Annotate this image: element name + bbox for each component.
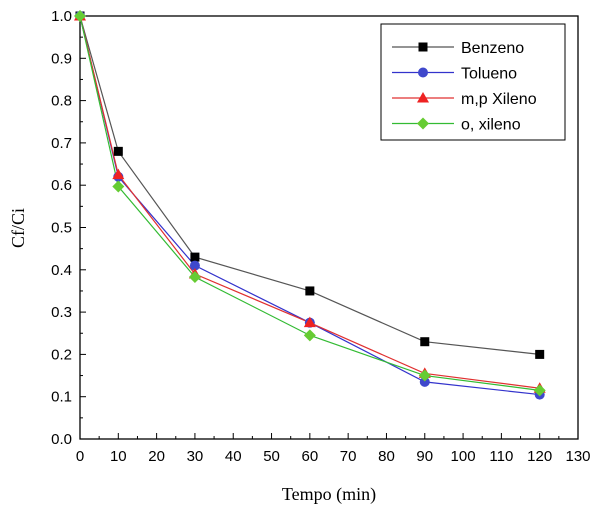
y-axis: 0.0 0.1 0.2 0.3 0.4 0.5 0.6 0.7 0.8 0.9 1.0 xyxy=(51,8,86,448)
x-tick-label: 20 xyxy=(148,448,165,465)
data-point-tolueno xyxy=(189,260,200,271)
x-tick-label: 110 xyxy=(489,448,513,465)
legend-marker-tolueno xyxy=(418,67,428,78)
y-tick-label: 0.8 xyxy=(51,93,72,110)
legend-label-o-xileno: o, xileno xyxy=(461,117,521,134)
series-lines xyxy=(79,15,540,396)
x-tick-label: 30 xyxy=(187,448,204,465)
y-tick-label: 0.6 xyxy=(51,177,72,194)
series-line-o-xileno xyxy=(79,15,540,391)
data-point-o-xileno xyxy=(112,180,125,193)
y-tick-label: 0.9 xyxy=(51,50,72,67)
legend-box xyxy=(380,23,566,141)
data-point-m-p-xileno xyxy=(303,316,316,328)
y-tick-label: 0.4 xyxy=(51,262,72,279)
data-point-benzeno xyxy=(113,146,123,156)
legend-label-benzeno: Benzeno xyxy=(461,40,524,57)
x-tick-label: 130 xyxy=(565,448,590,465)
y-tick-label: 0.2 xyxy=(51,346,72,363)
series-line-benzeno xyxy=(79,15,540,355)
y-tick-label: 0.7 xyxy=(51,135,72,152)
data-point-benzeno xyxy=(305,286,315,296)
x-tick-label: 120 xyxy=(527,448,552,465)
y-tick-label: 1.0 xyxy=(51,8,72,25)
y-tick-label: 0.0 xyxy=(51,431,72,448)
series-markers xyxy=(74,10,546,400)
legend-marker-o-xileno xyxy=(417,117,429,130)
data-point-benzeno xyxy=(535,349,545,359)
y-tick-label: 0.1 xyxy=(51,389,72,406)
data-point-o-xileno xyxy=(303,329,316,342)
x-tick-label: 90 xyxy=(416,448,433,465)
data-point-o-xileno xyxy=(74,10,86,22)
data-point-benzeno xyxy=(420,337,430,347)
y-tick-label: 0.5 xyxy=(51,220,72,237)
data-point-tolueno xyxy=(419,376,430,387)
data-point-m-p-xileno xyxy=(112,168,125,180)
y-tick-label: 0.3 xyxy=(51,304,72,321)
data-point-benzeno xyxy=(190,252,200,262)
x-tick-label: 10 xyxy=(110,448,127,465)
x-tick-label: 50 xyxy=(263,448,280,465)
legend: Benzeno Tolueno m,p Xileno o, xileno xyxy=(380,23,566,141)
x-tick-label: 70 xyxy=(340,448,357,465)
x-tick-label: 40 xyxy=(225,448,242,465)
data-point-o-xileno xyxy=(533,384,546,397)
x-axis: 0 10 20 30 40 50 60 70 80 90 100 110 120 130 xyxy=(76,433,591,465)
series-markers-o-xileno xyxy=(74,10,546,397)
legend-label-m-p-xileno: m,p Xileno xyxy=(461,91,537,108)
legend-label-tolueno: Tolueno xyxy=(461,66,517,83)
y-axis-title: Cf/Ci xyxy=(8,208,28,248)
x-axis-title: Tempo (min) xyxy=(282,484,376,505)
x-tick-label: 80 xyxy=(378,448,395,465)
data-point-o-xileno xyxy=(418,369,431,382)
x-tick-label: 100 xyxy=(451,448,476,465)
series-line-m-p-xileno xyxy=(79,15,540,389)
x-tick-label: 0 xyxy=(76,448,84,465)
x-tick-label: 60 xyxy=(302,448,319,465)
data-point-o-xileno xyxy=(188,270,201,283)
legend-marker-m-p-xileno xyxy=(417,92,429,103)
legend-marker-benzeno xyxy=(418,42,428,52)
